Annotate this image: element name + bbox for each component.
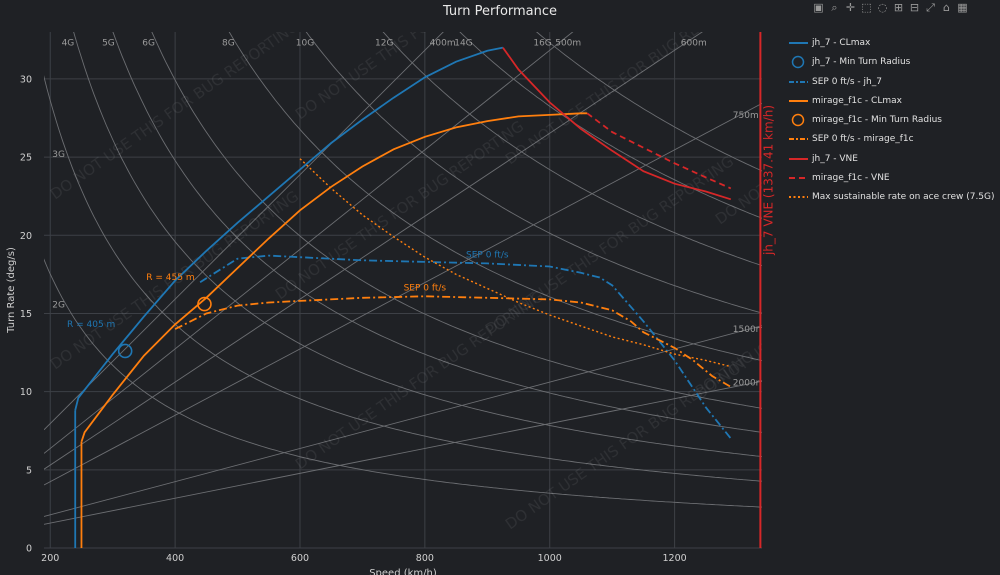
plotly-logo-icon[interactable]: ▦ bbox=[957, 0, 968, 14]
legend-item[interactable]: mirage_f1c - Min Turn Radius bbox=[788, 113, 1000, 132]
g-load-label: 4G bbox=[62, 39, 75, 49]
g-load-line bbox=[305, 32, 762, 314]
g-load-label: 8G bbox=[222, 39, 235, 49]
home-icon[interactable]: ⌂ bbox=[943, 0, 950, 14]
legend-label: jh_7 - VNE bbox=[812, 153, 858, 164]
legend-label: mirage_f1c - VNE bbox=[812, 173, 890, 184]
radius-line bbox=[44, 32, 703, 470]
g-load-label: 12G bbox=[375, 39, 393, 49]
g-load-label: 5G bbox=[102, 39, 115, 49]
zoom-out-icon[interactable]: ⊟ bbox=[909, 0, 920, 14]
radius-line bbox=[44, 102, 762, 486]
legend-item[interactable]: Max sustainable rate on ace crew (7.5G) bbox=[788, 190, 1000, 209]
g-load-line bbox=[151, 32, 762, 409]
legend-item[interactable]: SEP 0 ft/s - jh_7 bbox=[788, 75, 1000, 94]
g-load-line bbox=[382, 32, 762, 267]
pan-icon[interactable]: ✛ bbox=[845, 0, 856, 14]
min-turn-radius-marker bbox=[197, 296, 212, 312]
modebar: ▣ ⌕ ✛ ⬚ ◌ ⊞ ⊟ ⤢ ⌂ ▦ bbox=[812, 0, 969, 14]
legend-item[interactable]: mirage_f1c - CLmax bbox=[788, 94, 1000, 113]
autoscale-icon[interactable]: ⤢ bbox=[926, 0, 935, 14]
legend-item[interactable]: jh_7 - CLmax bbox=[788, 36, 1000, 55]
radius-label: 1500m bbox=[733, 325, 765, 335]
box-select-icon[interactable]: ⬚ bbox=[861, 0, 872, 14]
y-tick-label: 25 bbox=[20, 153, 32, 164]
y-tick-label: 15 bbox=[20, 309, 32, 320]
legend-label: SEP 0 ft/s - jh_7 bbox=[812, 76, 882, 87]
legend-item[interactable]: jh_7 - VNE bbox=[788, 152, 1000, 171]
g-load-label: 16G bbox=[533, 39, 551, 49]
chart-title: Turn Performance bbox=[442, 4, 558, 19]
x-axis-label: Speed (km/h) bbox=[369, 568, 437, 575]
watermark-text: DO NOT USE THIS FOR BUG REPORTING bbox=[502, 347, 757, 533]
g-load-line bbox=[228, 32, 762, 362]
legend-label: SEP 0 ft/s - mirage_f1c bbox=[812, 134, 914, 145]
zoom-in-icon[interactable]: ⊞ bbox=[893, 0, 904, 14]
g-load-line bbox=[73, 32, 762, 458]
y-tick-label: 30 bbox=[20, 74, 32, 85]
radius-line bbox=[44, 325, 762, 517]
g-load-label: 6G bbox=[142, 39, 155, 49]
radius-line bbox=[44, 32, 444, 431]
legend-label: jh_7 - CLmax bbox=[812, 38, 871, 48]
radius-label: 2000m bbox=[733, 378, 765, 388]
watermark-text: DO NOT USE THIS FOR BUG REPORTING bbox=[502, 0, 757, 168]
watermark-text: DO NOT USE THIS FOR BUG REPORTING bbox=[272, 117, 527, 303]
zoom-icon[interactable]: ⌕ bbox=[831, 0, 838, 14]
camera-icon[interactable]: ▣ bbox=[813, 0, 824, 14]
g-load-line bbox=[536, 32, 762, 172]
watermark-text: DO NOT USE THIS FOR BUG REPORTING bbox=[292, 287, 547, 473]
g-load-label: 2G bbox=[52, 301, 65, 311]
radius-label: 750m bbox=[733, 111, 759, 121]
legend-item[interactable]: SEP 0 ft/s - mirage_f1c bbox=[788, 132, 1000, 151]
x-tick-label: 400 bbox=[166, 553, 184, 564]
watermark-text: DO NOT USE THIS FOR BUG REPORTING bbox=[292, 0, 547, 123]
g-load-label: 3G bbox=[52, 150, 65, 160]
g-load-line bbox=[459, 32, 762, 219]
radius-label: 400m bbox=[430, 38, 456, 48]
radius-line bbox=[44, 380, 762, 525]
sustained-rate-line bbox=[299, 158, 731, 368]
legend: jh_7 - CLmax jh_7 - Min Turn Radius SEP 0 … bbox=[788, 36, 1000, 210]
sep-label: SEP 0 ft/s bbox=[466, 250, 509, 260]
series-line bbox=[74, 46, 504, 411]
sep-label: SEP 0 ft/s bbox=[404, 283, 447, 293]
vne-label: jh_7 VNE (1337.41 km/h) bbox=[761, 105, 775, 256]
g-load-line bbox=[44, 75, 762, 482]
min-turn-radius-label: R = 455 m bbox=[146, 273, 194, 283]
legend-label: jh_7 - Min Turn Radius bbox=[812, 57, 911, 68]
y-axis-label: Turn Rate (deg/s) bbox=[6, 247, 17, 334]
legend-item[interactable]: jh_7 - Min Turn Radius bbox=[788, 55, 1000, 74]
y-tick-label: 10 bbox=[20, 387, 32, 398]
lasso-icon[interactable]: ◌ bbox=[877, 0, 888, 14]
g-load-line bbox=[44, 258, 762, 508]
series-line bbox=[586, 112, 732, 190]
series-line bbox=[174, 295, 732, 388]
radius-label: 600m bbox=[681, 38, 707, 48]
x-tick-label: 1000 bbox=[538, 553, 562, 564]
series-line bbox=[80, 112, 588, 442]
x-tick-label: 800 bbox=[416, 553, 434, 564]
legend-label: mirage_f1c - CLmax bbox=[812, 95, 902, 106]
radius-label: 500m bbox=[555, 38, 581, 48]
min-turn-radius-marker bbox=[117, 343, 133, 359]
legend-label: mirage_f1c - Min Turn Radius bbox=[812, 115, 942, 126]
series-line bbox=[199, 254, 732, 440]
radius-line bbox=[44, 32, 574, 454]
series-line bbox=[502, 47, 732, 201]
x-tick-label: 600 bbox=[291, 553, 309, 564]
min-turn-radius-label: R = 405 m bbox=[67, 320, 115, 330]
g-load-label: 10G bbox=[296, 39, 314, 49]
x-tick-label: 1200 bbox=[662, 553, 686, 564]
y-tick-label: 20 bbox=[20, 231, 32, 242]
g-load-line bbox=[112, 32, 762, 433]
legend-item[interactable]: mirage_f1c - VNE bbox=[788, 171, 1000, 190]
legend-label: Max sustainable rate on ace crew (7.5G) bbox=[812, 192, 995, 203]
y-tick-label: 0 bbox=[26, 544, 32, 555]
g-load-label: 14G bbox=[454, 39, 472, 49]
watermark-text: DO NOT USE THIS FOR BUG REPORTING bbox=[47, 17, 302, 203]
y-tick-label: 5 bbox=[26, 465, 32, 476]
x-tick-label: 200 bbox=[41, 553, 59, 564]
